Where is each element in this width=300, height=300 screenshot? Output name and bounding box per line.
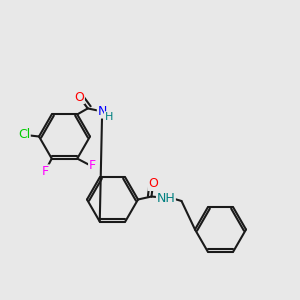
Text: N: N: [98, 105, 107, 118]
Text: O: O: [74, 91, 84, 103]
Text: F: F: [89, 159, 96, 172]
Text: F: F: [42, 165, 49, 178]
Text: O: O: [148, 177, 158, 190]
Text: NH: NH: [157, 191, 175, 205]
Text: Cl: Cl: [18, 128, 30, 142]
Text: H: H: [105, 112, 113, 122]
